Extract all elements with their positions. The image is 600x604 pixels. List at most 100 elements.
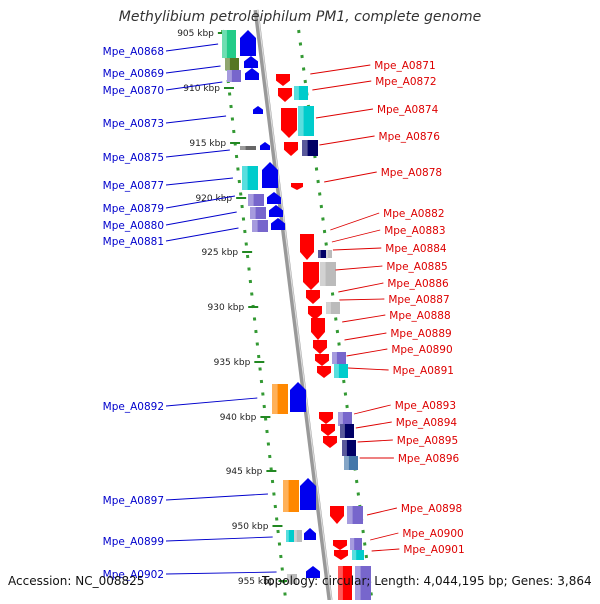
gene-box-shine (252, 220, 258, 232)
gene-arrow-reverse (306, 290, 320, 304)
right-gene-label: Mpe_A0895 (397, 435, 458, 447)
right-leader-line (312, 81, 371, 90)
gene-arrow-reverse (334, 550, 348, 560)
gene-box-shine (326, 250, 328, 258)
left-leader-line (166, 116, 226, 123)
kbp-tick-label: 905 kbp (177, 29, 214, 39)
right-gene-label: Mpe_A0900 (402, 528, 463, 540)
left-leader-line (166, 228, 238, 241)
gene-box-shine (240, 146, 246, 150)
gene-arrow-reverse (317, 366, 331, 378)
gene-box-shine (302, 140, 308, 156)
gene-arrow-reverse (315, 354, 329, 366)
right-gene-label: Mpe_A0876 (379, 131, 441, 143)
right-gene-label: Mpe_A0896 (398, 453, 460, 465)
gene-arrow-reverse (321, 424, 335, 436)
right-leader-line (336, 266, 383, 270)
right-leader-line (342, 315, 385, 322)
left-leader-line (166, 537, 273, 541)
left-leader-line (166, 44, 218, 51)
right-leader-line (333, 248, 381, 250)
right-leader-line (356, 422, 392, 428)
topology-label: Topology: circular; Length: 4,044,195 bp… (262, 574, 592, 588)
gene-box-shine (222, 30, 227, 58)
left-leader-line (166, 66, 221, 73)
gene-box-shine (283, 480, 289, 512)
right-gene-label: Mpe_A0898 (401, 503, 462, 515)
right-leader-line (339, 299, 384, 300)
gene-arrow-reverse (276, 74, 290, 86)
right-gene-label: Mpe_A0894 (396, 417, 458, 429)
kbp-tick-label: 930 kbp (208, 303, 245, 313)
right-leader-line (316, 109, 373, 118)
gene-arrow-forward (240, 30, 256, 56)
left-leader-line (166, 178, 233, 185)
gene-box-shine (320, 262, 326, 286)
right-leader-line (319, 136, 374, 145)
right-leader-line (372, 549, 400, 551)
left-leader-line (166, 150, 230, 157)
right-leader-line (348, 368, 389, 370)
right-leader-line (338, 283, 383, 292)
gene-box-shine (294, 86, 299, 100)
gene-arrow-reverse (300, 234, 314, 260)
gene-box-shine (350, 538, 354, 550)
right-leader-line (347, 349, 388, 356)
gene-box-shine (347, 506, 353, 524)
left-gene-label: Mpe_A0877 (103, 180, 164, 192)
gene-box-shine (250, 207, 256, 219)
right-gene-label: Mpe_A0872 (375, 76, 436, 88)
gene-box-shine (340, 424, 345, 438)
right-gene-label: Mpe_A0890 (391, 344, 452, 356)
gene-box-shine (294, 530, 297, 542)
gene-arrow-reverse (284, 142, 298, 156)
gene-arrow-forward (244, 56, 258, 68)
kbp-tick-label: 915 kbp (189, 139, 226, 149)
gene-box-shine (286, 530, 289, 542)
gene-box-shine (298, 106, 304, 136)
left-gene-label: Mpe_A0869 (103, 68, 164, 80)
right-gene-label: Mpe_A0884 (385, 243, 447, 255)
gene-arrow-reverse (313, 340, 327, 354)
right-leader-line (367, 508, 397, 515)
gene-box-shine (225, 58, 230, 70)
gene-box-shine (227, 70, 232, 82)
gene-box-shine (344, 456, 349, 470)
gene-arrow-reverse (323, 436, 337, 448)
gene-arrow-reverse (308, 306, 322, 320)
kbp-tick-label: 925 kbp (201, 248, 238, 258)
right-leader-line (354, 405, 391, 414)
right-leader-line (330, 213, 379, 230)
right-leader-line (310, 65, 370, 74)
left-gene-label: Mpe_A0880 (103, 220, 164, 232)
kbp-tick-label: 940 kbp (220, 413, 257, 423)
left-leader-line (166, 398, 257, 406)
right-gene-label: Mpe_A0874 (377, 104, 439, 116)
gene-box-shine (342, 440, 347, 456)
gene-arrow-reverse (330, 506, 344, 524)
right-gene-label: Mpe_A0878 (381, 167, 442, 179)
gene-arrow-forward (245, 68, 259, 80)
kbp-tick-label: 945 kbp (226, 467, 263, 477)
right-gene-label: Mpe_A0886 (387, 278, 449, 290)
gene-arrow-forward (304, 528, 316, 540)
gene-box-shine (332, 352, 337, 364)
accession-label: Accession: NC_008825 (8, 574, 144, 588)
right-gene-label: Mpe_A0888 (389, 310, 450, 322)
left-gene-label: Mpe_A0868 (103, 46, 164, 58)
left-gene-label: Mpe_A0870 (103, 85, 164, 97)
right-gene-label: Mpe_A0871 (374, 60, 435, 72)
right-gene-label: Mpe_A0901 (403, 544, 464, 556)
right-gene-label: Mpe_A0891 (393, 365, 454, 377)
right-leader-line (324, 172, 377, 182)
right-gene-label: Mpe_A0882 (383, 208, 444, 220)
gene-box-shine (326, 302, 331, 314)
gene-arrow-reverse (333, 540, 347, 550)
kbp-tick-label: 920 kbp (195, 194, 232, 204)
map-title: Methylibium petroleiphilum PM1, complete… (0, 9, 600, 25)
gene-box-shine (352, 550, 356, 560)
right-leader-line (370, 533, 398, 540)
gene-box-shine (334, 364, 339, 378)
gene-box-shine (338, 412, 343, 426)
